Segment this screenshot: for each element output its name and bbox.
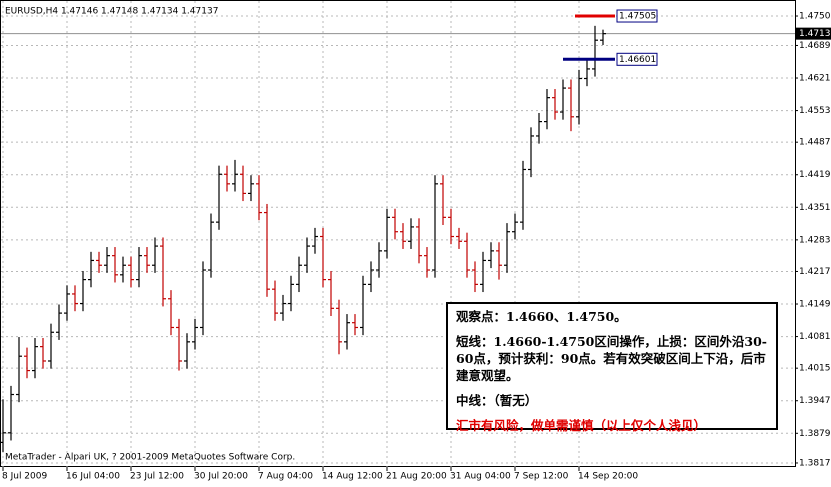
y-tick-label: 1.43510 xyxy=(799,203,831,213)
x-tick-label: 23 Jul 12:00 xyxy=(130,472,184,482)
level-label: 1.46601 xyxy=(619,55,656,65)
y-tick-label: 1.45530 xyxy=(799,106,831,116)
y-tick-label: 1.47505 xyxy=(799,12,831,22)
current-price-tag xyxy=(796,27,831,40)
y-tick-label: 1.46210 xyxy=(799,74,831,84)
copyright: MetaTrader - Alpari UK, ? 2001-2009 Meta… xyxy=(5,453,295,463)
y-tick-label: 1.44870 xyxy=(799,138,831,148)
y-tick-label: 1.40810 xyxy=(799,332,831,342)
y-tick-label: 1.42170 xyxy=(799,267,831,277)
note-line: 观察点：1.4660、1.4750。 xyxy=(456,309,627,324)
x-tick-label: 7 Aug 04:00 xyxy=(258,472,313,482)
note-line: 汇市有风险，做单需谨慎（以上仅个人浅见） xyxy=(456,418,707,433)
x-tick-label: 14 Sep 20:00 xyxy=(578,472,638,482)
note-box: 观察点：1.4660、1.4750。短线：1.4660-1.4750区间操作，止… xyxy=(446,302,778,433)
level-tag xyxy=(616,9,658,23)
current-price-label: 1.47137 xyxy=(799,29,831,39)
level-label: 1.47505 xyxy=(619,12,656,22)
y-tick-label: 1.41490 xyxy=(799,300,831,310)
level-tag xyxy=(616,52,658,66)
chart-header: EURUSD,H4 1.47146 1.47148 1.47134 1.4713… xyxy=(5,7,218,17)
y-tick-label: 1.38170 xyxy=(799,458,831,468)
note-line: 短线：1.4660-1.4750区间操作，止损：区间外沿30-60点，预计获利：… xyxy=(456,334,767,383)
x-tick-label: 31 Aug 04:00 xyxy=(450,472,511,482)
x-tick-label: 7 Sep 12:00 xyxy=(514,472,569,482)
note-line: 中线：（暂无） xyxy=(456,393,538,408)
x-tick-label: 8 Jul 2009 xyxy=(2,472,47,482)
x-tick-label: 30 Jul 20:00 xyxy=(194,472,248,482)
x-tick-label: 14 Aug 12:00 xyxy=(322,472,383,482)
y-tick-label: 1.38790 xyxy=(799,429,831,439)
y-tick-label: 1.42830 xyxy=(799,235,831,245)
y-tick-label: 1.44190 xyxy=(799,170,831,180)
x-tick-label: 16 Jul 04:00 xyxy=(66,472,120,482)
y-tick-label: 1.39470 xyxy=(799,396,831,406)
x-tick-label: 21 Aug 20:00 xyxy=(386,472,447,482)
y-tick-label: 1.40150 xyxy=(799,364,831,374)
y-tick-label: 1.46890 xyxy=(799,41,831,51)
